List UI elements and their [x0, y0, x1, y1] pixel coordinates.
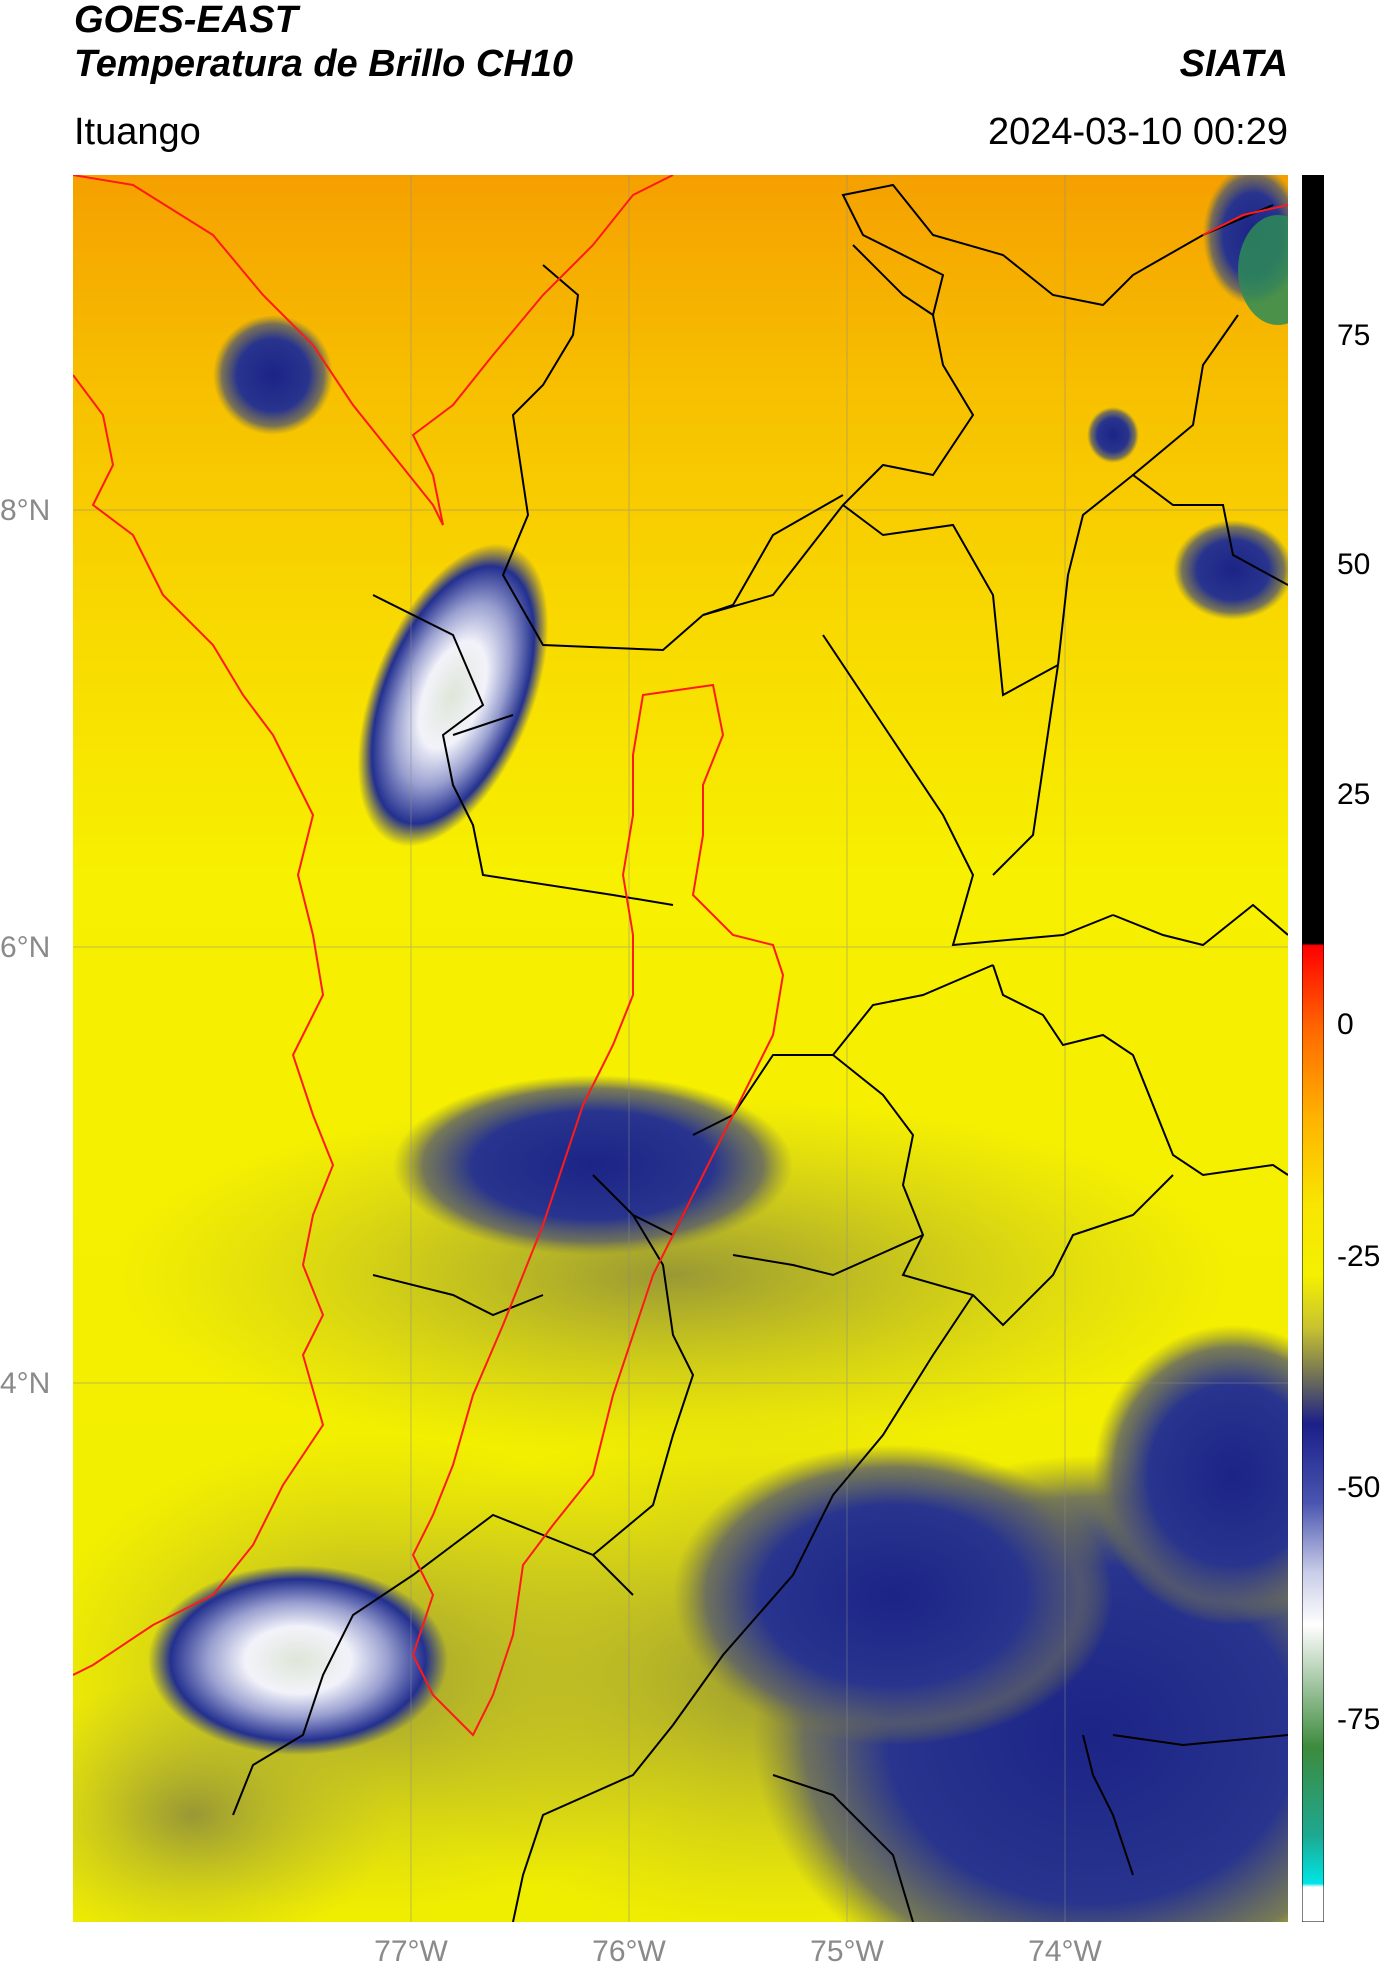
lon-label-76w: 76°W [592, 1935, 666, 1968]
colorbar-fill [1302, 175, 1324, 1922]
cloud-cold [357, 543, 549, 847]
cloud-dark [1087, 407, 1139, 463]
lat-label-8n: 8°N [0, 494, 51, 527]
cloud-cold [148, 1565, 448, 1755]
colorbar-tick-minus25: -25 [1337, 1240, 1381, 1273]
admin-borders [232, 183, 1288, 1922]
colorbar-tick-minus75: -75 [1337, 1703, 1381, 1736]
cloud-dark [673, 1445, 1113, 1745]
cloud-dark [1093, 1325, 1288, 1625]
title-satellite: GOES-EAST [74, 0, 298, 41]
lat-label-6n: 6°N [0, 931, 51, 964]
lon-label-75w: 75°W [810, 1935, 884, 1968]
colorbar [1302, 175, 1324, 1922]
basin-borders [73, 175, 1288, 1737]
lon-label-74w: 74°W [1028, 1935, 1102, 1968]
cloud-dark [213, 315, 333, 435]
colorbar-tick-25: 25 [1337, 778, 1371, 811]
cloud-field [113, 1095, 1233, 1455]
title-product: Temperatura de Brillo CH10 [74, 43, 574, 85]
colorbar-tick-50: 50 [1337, 548, 1371, 581]
graticule [73, 175, 1288, 1922]
cloud-cold [1238, 215, 1288, 325]
satellite-map [73, 175, 1288, 1922]
organization-label: SIATA [1179, 43, 1288, 85]
timestamp-label: 2024-03-10 00:29 [987, 111, 1288, 153]
cloud-dark [1173, 520, 1288, 620]
lon-label-77w: 77°W [374, 1935, 448, 1968]
cloud-dark [393, 1075, 793, 1255]
colorbar-tick-0: 0 [1337, 1008, 1354, 1041]
colorbar-tick-75: 75 [1337, 319, 1371, 352]
region-label: Ituango [74, 111, 201, 153]
lat-label-4n: 4°N [0, 1367, 51, 1400]
colorbar-tick-minus50: -50 [1337, 1471, 1381, 1504]
